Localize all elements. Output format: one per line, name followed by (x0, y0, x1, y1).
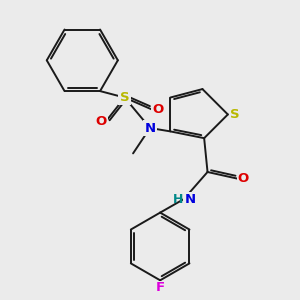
Text: H: H (172, 193, 183, 206)
Text: O: O (237, 172, 249, 185)
Text: O: O (95, 115, 106, 128)
Text: O: O (152, 103, 164, 116)
Text: S: S (120, 91, 129, 104)
Text: S: S (230, 108, 240, 121)
Text: F: F (156, 281, 165, 294)
Text: N: N (184, 193, 196, 206)
Text: N: N (144, 122, 156, 134)
